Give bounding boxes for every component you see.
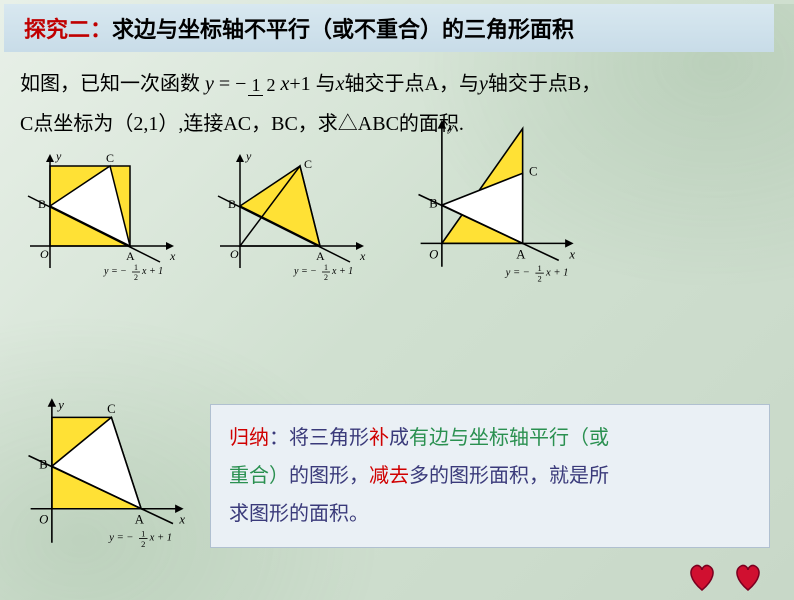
- plus1: +1: [289, 73, 310, 95]
- txt: 与: [316, 73, 336, 95]
- lbl-y: y: [56, 398, 64, 412]
- lbl-y: y: [55, 149, 62, 163]
- summary-box: 归纳：将三角形补成有边与坐标轴平行（或 重合）的图形，减去多的图形面积，就是所 …: [210, 404, 770, 548]
- lbl-x: x: [169, 249, 176, 263]
- svg-text:x + 1: x + 1: [545, 267, 568, 278]
- svg-text:1: 1: [538, 263, 542, 273]
- svg-text:y = −: y = −: [108, 533, 133, 544]
- problem-text: 如图，已知一次函数 y = −12x+1 与x轴交于点A，与y轴交于点B， C点…: [0, 52, 794, 148]
- svg-text:2: 2: [134, 273, 138, 282]
- lbl-B: B: [228, 197, 236, 211]
- lbl-A: A: [316, 249, 325, 263]
- section-title: 探究二：求边与坐标轴不平行（或不重合）的三角形面积: [4, 4, 774, 52]
- neg: −: [235, 73, 246, 95]
- sum-green: 有边与坐标轴平行（或: [409, 427, 609, 449]
- diagram-3: O y x B A C y = − 1 2 x + 1: [400, 118, 590, 288]
- txt: 轴交于点A，与: [345, 73, 479, 95]
- lbl-x: x: [359, 249, 366, 263]
- txt: 如图，已知一次函数: [20, 73, 200, 95]
- lbl-O: O: [230, 247, 239, 261]
- txt: 的图形，: [289, 465, 369, 487]
- summary-line-1: 归纳：将三角形补成有边与坐标轴平行（或: [229, 419, 751, 457]
- summary-line-3: 求图形的面积。: [229, 495, 751, 533]
- lbl-x: x: [178, 513, 185, 527]
- summary-line-2: 重合）的图形，减去多的图形面积，就是所: [229, 457, 751, 495]
- problem-line-2: C点坐标为（2,1）,连接AC，BC，求△ABC的面积.: [20, 104, 774, 144]
- diagram-row: O y x B A C y = − 1 2 x + 1 O y x B A C …: [0, 148, 794, 288]
- lbl-B: B: [38, 197, 46, 211]
- txt: ：将三角形: [269, 427, 369, 449]
- lbl-x: x: [568, 247, 575, 261]
- fraction: 12: [248, 76, 278, 94]
- sum-red: 补: [369, 427, 389, 449]
- denominator: 2: [263, 75, 278, 95]
- lbl-O: O: [39, 513, 48, 527]
- svg-text:x + 1: x + 1: [141, 266, 163, 277]
- lbl-C: C: [106, 151, 114, 165]
- svg-text:2: 2: [324, 273, 328, 282]
- lbl-B: B: [429, 196, 438, 210]
- svg-text:y = −: y = −: [505, 267, 530, 278]
- lbl-y: y: [446, 120, 454, 134]
- heart-icon: [732, 562, 764, 592]
- svg-text:1: 1: [324, 263, 328, 272]
- svg-text:2: 2: [538, 274, 542, 284]
- svg-text:x + 1: x + 1: [149, 533, 172, 544]
- lbl-y: y: [245, 149, 252, 163]
- svg-text:2: 2: [141, 539, 145, 549]
- lbl-O: O: [40, 247, 49, 261]
- lbl-C: C: [107, 402, 116, 416]
- heart-icons: [686, 562, 764, 592]
- problem-line-1: 如图，已知一次函数 y = −12x+1 与x轴交于点A，与y轴交于点B，: [20, 64, 774, 104]
- diagram-4: O y x B A C y = − 1 2 x + 1: [20, 394, 190, 564]
- lbl-A: A: [126, 249, 135, 263]
- var-y: y: [479, 73, 488, 95]
- lbl-C: C: [529, 164, 538, 178]
- heart-icon: [686, 562, 718, 592]
- sum-green: 重合）: [229, 465, 289, 487]
- sum-red: 减去: [369, 465, 409, 487]
- diagram-1: O y x B A C y = − 1 2 x + 1: [20, 148, 180, 288]
- svg-text:1: 1: [141, 528, 145, 538]
- txt: 多的图形面积，就是所: [409, 465, 609, 487]
- var-x: x: [280, 73, 289, 95]
- svg-text:x + 1: x + 1: [331, 266, 353, 277]
- lbl-O: O: [429, 247, 438, 261]
- svg-text:y = −: y = −: [103, 266, 127, 277]
- numerator: 1: [248, 75, 263, 96]
- svg-text:y = −: y = −: [293, 266, 317, 277]
- lbl-C: C: [304, 157, 312, 171]
- lbl-A: A: [516, 247, 526, 261]
- txt: 成: [389, 427, 409, 449]
- diagram-2: O y x B A C y = − 1 2 x + 1: [210, 148, 370, 288]
- sum-red: 归纳: [229, 427, 269, 449]
- eq: =: [219, 73, 230, 95]
- svg-text:1: 1: [134, 263, 138, 272]
- title-black: 求边与坐标轴不平行（或不重合）的三角形面积: [112, 17, 574, 42]
- title-red: 探究二：: [24, 17, 112, 42]
- txt: 轴交于点B，: [488, 73, 601, 95]
- var-y: y: [205, 73, 214, 95]
- var-x: x: [336, 73, 345, 95]
- lbl-A: A: [135, 513, 145, 527]
- lbl-B: B: [39, 457, 48, 471]
